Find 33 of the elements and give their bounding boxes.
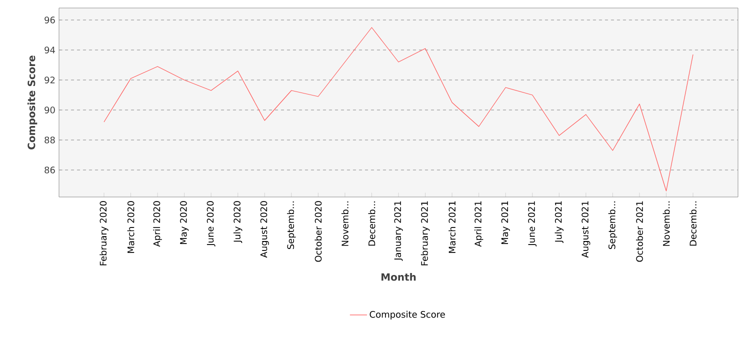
x-tick-label: January 2021 (394, 201, 403, 261)
x-axis-title: Month (382, 273, 416, 281)
x-tick-label: March 2021 (448, 201, 456, 253)
x-tick-label: Septemb... (608, 201, 618, 250)
y-tick-label: 94 (44, 46, 55, 54)
x-tick-label: Septemb... (287, 201, 296, 250)
line-series (104, 27, 694, 192)
x-tick-label: August 2021 (582, 201, 590, 258)
x-tick-label: Novemb... (662, 201, 670, 246)
x-tick-label: June 2021 (528, 201, 537, 246)
legend-label: Composite Score (370, 310, 445, 320)
x-tick-label: May 2020 (180, 201, 189, 244)
x-tick-label: April 2020 (153, 201, 162, 247)
x-tick-label: May 2021 (501, 201, 510, 244)
x-tick-label: October 2020 (314, 201, 322, 262)
y-tick-label: 88 (44, 136, 55, 144)
x-tick-label: July 2020 (234, 201, 242, 243)
y-tick-label: 86 (44, 166, 55, 174)
x-tick-label: February 2021 (420, 201, 430, 266)
y-tick-label: 96 (44, 16, 55, 24)
x-tick-label: June 2020 (206, 201, 216, 246)
x-tick-label: February 2020 (100, 201, 108, 266)
x-tick-label: Decemb... (368, 201, 376, 246)
y-tick-label: 90 (44, 106, 55, 114)
x-tick-label: October 2021 (636, 201, 643, 262)
x-tick-label: Decemb... (690, 201, 696, 246)
x-tick-label: August 2020 (260, 201, 269, 258)
x-tick-label: April 2021 (474, 201, 484, 247)
x-tick-label: Novemb... (341, 201, 348, 246)
y-tick-label: 92 (44, 76, 55, 84)
y-axis-title: Composite Score (27, 56, 38, 150)
x-tick-label: March 2020 (127, 201, 134, 253)
x-tick-label: July 2021 (554, 201, 564, 243)
